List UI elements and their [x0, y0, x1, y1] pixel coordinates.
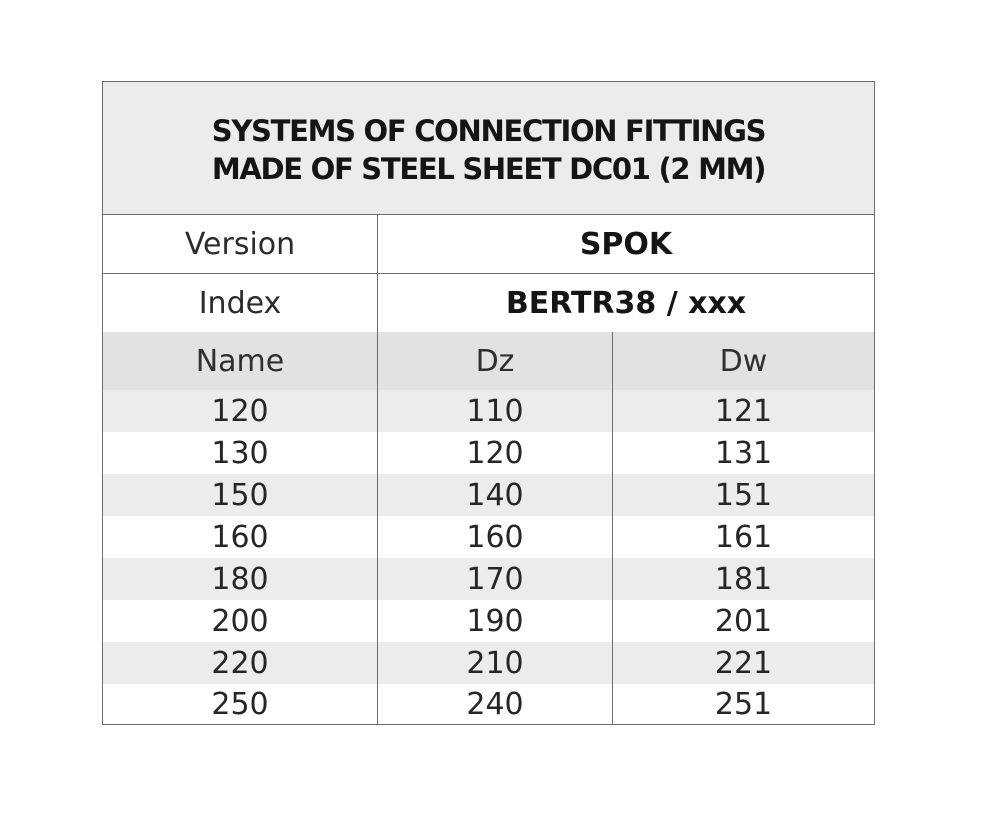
cell-name: 200 — [103, 600, 378, 642]
cell-dz: 120 — [378, 432, 613, 474]
cell-dw: 121 — [714, 393, 773, 429]
table-row: 150 140 151 — [103, 474, 874, 516]
cell-name: 220 — [103, 642, 378, 684]
cell-dw: 131 — [714, 435, 773, 471]
cell-dw: 201 — [714, 603, 773, 639]
cell-dw: 151 — [714, 477, 773, 513]
cell-name: 150 — [103, 474, 378, 516]
cell-name: 180 — [103, 558, 378, 600]
table-row: 160 160 161 — [103, 516, 874, 558]
cell-name: 160 — [103, 516, 378, 558]
cell-dz: 170 — [378, 558, 613, 600]
version-row: Version SPOK — [103, 215, 874, 274]
cell-dz: 240 — [378, 684, 613, 724]
table-row: 200 190 201 — [103, 600, 874, 642]
version-value: SPOK — [579, 226, 673, 262]
column-header-dw: Dw — [719, 343, 768, 379]
cell-dw: 251 — [714, 686, 773, 722]
cell-dz: 110 — [378, 390, 613, 432]
cell-dz: 160 — [378, 516, 613, 558]
title-line-1: SYSTEMS OF CONNECTION FITTINGS — [211, 114, 767, 148]
cell-name: 120 — [103, 390, 378, 432]
column-header-dz: Dz — [378, 332, 613, 390]
cell-dw: 181 — [714, 561, 773, 597]
cell-dw: 161 — [714, 519, 773, 555]
table-row: 180 170 181 — [103, 558, 874, 600]
cell-name: 130 — [103, 432, 378, 474]
table-row: 120 110 121 — [103, 390, 874, 432]
index-label: Index — [103, 274, 378, 332]
table-row: 220 210 221 — [103, 642, 874, 684]
column-header-row: Name Dz Dw — [103, 332, 874, 390]
version-label: Version — [103, 215, 378, 273]
cell-dz: 140 — [378, 474, 613, 516]
cell-name: 250 — [103, 684, 378, 724]
fittings-spec-table: SYSTEMS OF CONNECTION FITTINGS MADE OF S… — [102, 81, 875, 725]
index-row: Index BERTR38 / xxx — [103, 274, 874, 332]
cell-dz: 190 — [378, 600, 613, 642]
table-title: SYSTEMS OF CONNECTION FITTINGS MADE OF S… — [103, 82, 874, 215]
index-value: BERTR38 / xxx — [505, 285, 747, 321]
table-row: 250 240 251 — [103, 684, 874, 724]
cell-dz: 210 — [378, 642, 613, 684]
table-row: 130 120 131 — [103, 432, 874, 474]
title-line-2: MADE OF STEEL SHEET DC01 (2 MM) — [211, 152, 767, 186]
column-header-name: Name — [103, 332, 378, 390]
cell-dw: 221 — [714, 645, 773, 681]
